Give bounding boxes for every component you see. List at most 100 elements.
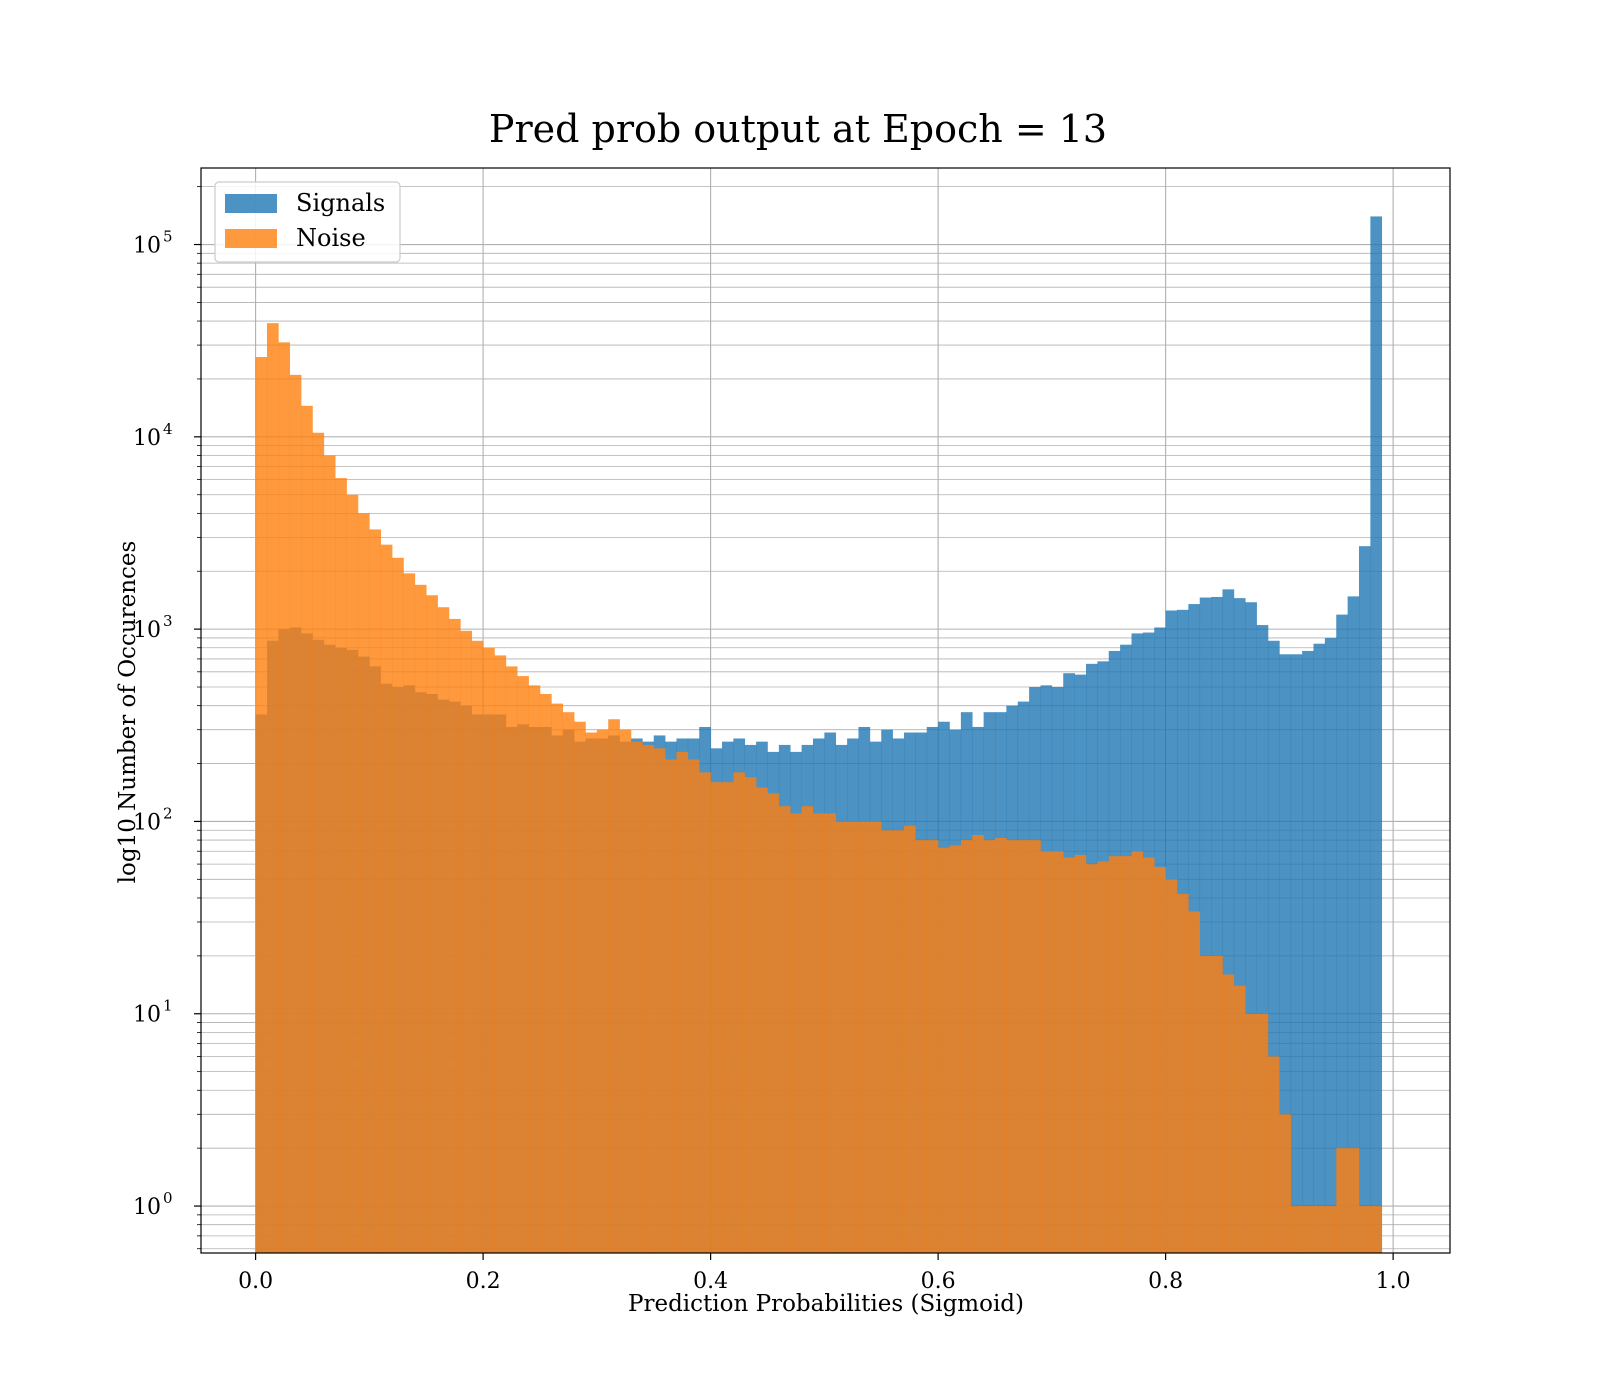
bar-noise bbox=[1165, 879, 1178, 1253]
plot-frame bbox=[200, 167, 1451, 1254]
bar-noise bbox=[699, 772, 711, 1253]
bar-noise bbox=[721, 782, 734, 1253]
bar-noise bbox=[881, 830, 893, 1253]
x-tick-label: 0.4 bbox=[693, 1269, 728, 1294]
bar-signals bbox=[1358, 546, 1371, 1253]
bar-noise bbox=[1222, 974, 1235, 1253]
bar-noise bbox=[824, 813, 837, 1253]
y-tick-label: 10 bbox=[133, 810, 161, 835]
bar-noise bbox=[1120, 856, 1132, 1253]
bar-signals bbox=[1256, 625, 1269, 1253]
y-tick-label: 10 bbox=[133, 618, 161, 643]
y-tick-exponent: 0 bbox=[163, 1189, 173, 1207]
bar-noise bbox=[426, 595, 438, 1253]
x-tick-label: 0.2 bbox=[466, 1269, 501, 1294]
bar-noise bbox=[1313, 1206, 1326, 1253]
bar-noise bbox=[289, 374, 302, 1254]
bar-noise bbox=[505, 666, 518, 1253]
bar-noise bbox=[1267, 1056, 1280, 1253]
bar-noise bbox=[392, 557, 404, 1253]
bar-noise bbox=[1245, 1013, 1257, 1253]
bar-noise bbox=[994, 838, 1007, 1253]
bar-noise bbox=[1063, 857, 1075, 1253]
bar-noise bbox=[414, 584, 427, 1253]
bar-noise bbox=[403, 573, 416, 1253]
bar-noise bbox=[653, 748, 666, 1253]
bar-noise bbox=[1142, 857, 1155, 1253]
bar-noise bbox=[1279, 1114, 1292, 1253]
x-axis-ticks: 0.0 0.2 0.4 0.6 0.8 1.0 bbox=[238, 1253, 1411, 1294]
x-tick-label: 0.8 bbox=[1148, 1269, 1183, 1294]
bar-noise bbox=[835, 821, 848, 1253]
bar-noise bbox=[1324, 1206, 1337, 1253]
bar-noise bbox=[972, 835, 984, 1253]
bar-noise bbox=[790, 813, 802, 1253]
legend-swatch-noise bbox=[225, 229, 277, 248]
series-noise bbox=[255, 323, 1383, 1254]
bar-noise bbox=[278, 342, 291, 1253]
bar-signals bbox=[1302, 650, 1314, 1253]
bar-noise bbox=[778, 806, 791, 1253]
bar-noise bbox=[938, 847, 950, 1253]
bar-noise bbox=[1154, 866, 1166, 1253]
bar-noise bbox=[562, 712, 575, 1253]
bar-signals bbox=[1324, 637, 1337, 1253]
bar-noise bbox=[903, 825, 916, 1253]
bar-signals bbox=[1336, 614, 1348, 1253]
bar-noise bbox=[949, 845, 962, 1253]
bar-noise bbox=[1233, 985, 1246, 1253]
bar-noise bbox=[1097, 861, 1110, 1253]
bar-noise bbox=[767, 793, 780, 1253]
chart-title: Pred prob output at Epoch = 13 bbox=[489, 107, 1107, 151]
x-axis-label: Prediction Probabilities (Sigmoid) bbox=[628, 1291, 1024, 1317]
bar-noise bbox=[619, 729, 632, 1253]
bar-signals bbox=[1279, 654, 1292, 1253]
bar-noise bbox=[1108, 856, 1121, 1253]
bar-noise bbox=[596, 729, 609, 1253]
bar-noise bbox=[1051, 851, 1064, 1253]
bar-noise bbox=[710, 782, 723, 1253]
bar-noise bbox=[483, 647, 495, 1253]
bar-noise bbox=[1347, 1148, 1360, 1253]
bar-noise bbox=[608, 719, 620, 1253]
bar-noise bbox=[255, 357, 268, 1253]
bar-noise bbox=[1006, 840, 1019, 1253]
bar-noise bbox=[471, 640, 484, 1253]
x-tick-label: 0.0 bbox=[238, 1269, 273, 1294]
y-tick-exponent: 3 bbox=[163, 612, 173, 630]
bar-noise bbox=[1211, 955, 1223, 1253]
bar-noise bbox=[869, 821, 882, 1253]
x-tick-label: 0.6 bbox=[921, 1269, 956, 1294]
legend-swatch-signals bbox=[225, 194, 277, 213]
bar-noise bbox=[676, 751, 689, 1253]
bar-signals bbox=[1290, 654, 1303, 1253]
bar-noise bbox=[301, 405, 313, 1253]
y-tick-label: 10 bbox=[133, 426, 161, 451]
bar-noise bbox=[630, 741, 643, 1253]
x-tick-label: 1.0 bbox=[1376, 1269, 1411, 1294]
bar-noise bbox=[1370, 1206, 1383, 1253]
bar-signals bbox=[1199, 597, 1212, 1253]
bar-noise bbox=[892, 830, 905, 1253]
bar-noise bbox=[585, 732, 598, 1253]
bar-noise bbox=[551, 703, 564, 1253]
bar-noise bbox=[346, 494, 359, 1254]
bar-noise bbox=[1040, 851, 1053, 1253]
bar-signals bbox=[1245, 602, 1257, 1253]
bar-signals bbox=[1233, 598, 1246, 1253]
bar-noise bbox=[1302, 1206, 1314, 1253]
bar-noise bbox=[1358, 1206, 1371, 1253]
y-tick-exponent: 2 bbox=[163, 804, 173, 822]
y-tick-exponent: 4 bbox=[163, 420, 173, 438]
bar-noise bbox=[1176, 893, 1189, 1253]
bar-noise bbox=[517, 676, 529, 1253]
bar-noise bbox=[1085, 864, 1098, 1253]
bar-signals bbox=[1313, 643, 1326, 1253]
bar-noise bbox=[915, 840, 928, 1253]
bar-noise bbox=[574, 721, 586, 1253]
bar-noise bbox=[960, 840, 973, 1253]
bar-noise bbox=[983, 840, 996, 1253]
y-axis-label: log10 Number of Occurences bbox=[115, 541, 141, 884]
